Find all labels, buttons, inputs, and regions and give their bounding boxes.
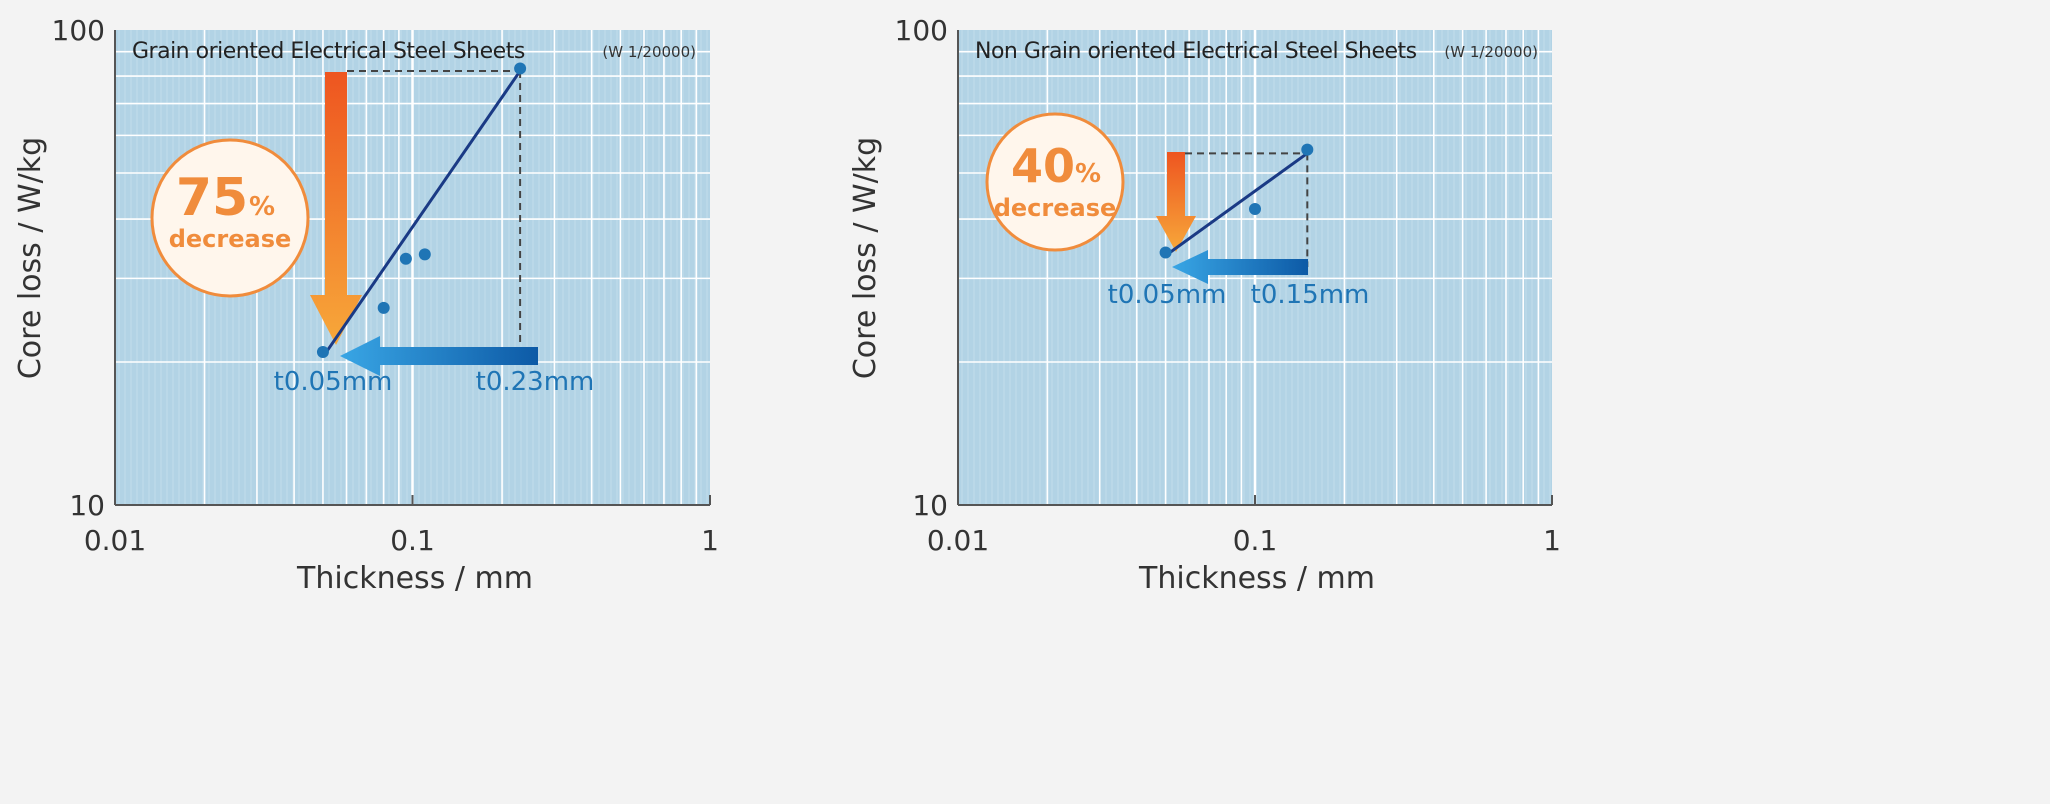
y-axis-label: Core loss / W/kg bbox=[848, 137, 883, 379]
x-tick-label: 1 bbox=[701, 524, 719, 557]
decrease-word: decrease bbox=[994, 194, 1117, 222]
decrease-badge bbox=[150, 138, 310, 298]
trend-line bbox=[1164, 152, 1309, 257]
thickness-label-low: t0.05mm bbox=[274, 367, 393, 397]
chart-subtitle: (W 1/20000) bbox=[1444, 43, 1538, 61]
x-tick-label: 1 bbox=[1543, 524, 1561, 557]
data-point bbox=[316, 345, 329, 358]
thickness-label-low: t0.05mm bbox=[1108, 280, 1227, 310]
thickness-arrow-left bbox=[1172, 250, 1308, 284]
decrease-word: decrease bbox=[169, 225, 292, 253]
decrease-arrow-down bbox=[310, 72, 362, 345]
x-tick-label: 0.01 bbox=[84, 524, 146, 557]
data-point bbox=[1301, 143, 1314, 156]
y-axis-label: Core loss / W/kg bbox=[13, 137, 48, 379]
plot-texture bbox=[961, 30, 1551, 505]
decrease-percent: 40 bbox=[1011, 139, 1075, 193]
data-point bbox=[1249, 202, 1261, 215]
y-tick-label: 100 bbox=[52, 14, 105, 47]
x-axis-label: Thickness / mm bbox=[296, 561, 533, 596]
chart-non-grain-oriented: 0.01 0.1 1 10 100 Non Grain oriented Electric… bbox=[848, 14, 1561, 596]
chart-title: Non Grain oriented Electrical Steel Shee… bbox=[975, 39, 1417, 64]
data-point bbox=[1159, 246, 1172, 259]
y-tick-label: 10 bbox=[69, 489, 105, 522]
y-tick-label: 10 bbox=[912, 489, 948, 522]
percent-sign: % bbox=[1075, 159, 1101, 189]
data-point bbox=[399, 252, 412, 265]
decrease-arrow-down bbox=[1156, 152, 1196, 252]
data-point bbox=[514, 62, 527, 75]
trend-line bbox=[321, 70, 522, 358]
thickness-arrow-left bbox=[340, 336, 538, 376]
x-tick-label: 0.1 bbox=[1233, 524, 1278, 557]
x-tick-label: 0.1 bbox=[390, 524, 435, 557]
x-axis-label: Thickness / mm bbox=[1138, 561, 1375, 596]
y-tick-label: 100 bbox=[895, 14, 948, 47]
decrease-badge bbox=[985, 112, 1125, 252]
data-point bbox=[377, 301, 390, 314]
thickness-label-high: t0.23mm bbox=[476, 367, 595, 397]
percent-sign: % bbox=[249, 192, 275, 222]
decrease-percent: 75 bbox=[176, 168, 248, 228]
chart-subtitle: (W 1/20000) bbox=[602, 43, 696, 61]
chart-title: Grain oriented Electrical Steel Sheets bbox=[132, 39, 525, 64]
data-point bbox=[418, 248, 431, 261]
chart-grain-oriented: 0.01 0.1 1 10 100 Grain oriented Electrical S… bbox=[13, 14, 719, 596]
thickness-label-high: t0.15mm bbox=[1251, 280, 1370, 310]
x-tick-label: 0.01 bbox=[927, 524, 989, 557]
